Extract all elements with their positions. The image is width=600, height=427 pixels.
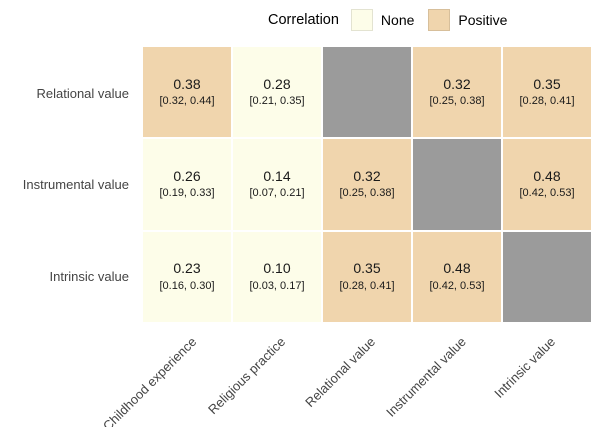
cell-ci: [0.42, 0.53] [519, 187, 575, 200]
cell-ci: [0.07, 0.21] [249, 187, 305, 200]
cell-ci: [0.28, 0.41] [519, 95, 575, 108]
cell-value: 0.23 [173, 260, 201, 277]
cell-value: 0.32 [443, 75, 471, 92]
cell-value: 0.14 [263, 167, 291, 184]
column-label-relational-value: Relational value [302, 334, 379, 411]
cell-ci: [0.16, 0.30] [159, 279, 215, 292]
legend-swatch-positive [428, 9, 451, 31]
heatmap-grid: 0.38 [0.32, 0.44] 0.28 [0.21, 0.35] 0.32… [143, 47, 591, 322]
cell-ci: [0.25, 0.38] [339, 187, 395, 200]
column-label-childhood-experience: Childhood experience [100, 334, 200, 427]
heatmap-cell: 0.35 [0.28, 0.41] [503, 47, 591, 138]
cell-ci: [0.28, 0.41] [339, 279, 395, 292]
heatmap-cell: 0.35 [0.28, 0.41] [323, 231, 411, 322]
row-label-instrumental-value: Instrumental value [22, 177, 129, 192]
heatmap-cell: 0.32 [0.25, 0.38] [323, 139, 411, 230]
heatmap-cell-diagonal [323, 47, 411, 138]
column-label-religious-practice: Religious practice [205, 334, 289, 418]
cell-value: 0.38 [173, 75, 201, 92]
cell-value: 0.48 [533, 167, 561, 184]
cell-value: 0.48 [443, 260, 471, 277]
cell-ci: [0.03, 0.17] [249, 279, 305, 292]
heatmap-cell-diagonal [413, 139, 501, 230]
heatmap-cell: 0.23 [0.16, 0.30] [143, 231, 231, 322]
column-label-instrumental-value: Instrumental value [382, 334, 469, 420]
heatmap-cell: 0.32 [0.25, 0.38] [413, 47, 501, 138]
cell-ci: [0.25, 0.38] [429, 95, 485, 108]
cell-value: 0.26 [173, 167, 201, 184]
legend-label-positive: Positive [458, 12, 508, 28]
cell-value: 0.10 [263, 260, 291, 277]
legend: Correlation None Positive [268, 8, 521, 32]
heatmap-cell: 0.14 [0.07, 0.21] [233, 139, 321, 230]
heatmap-cell: 0.48 [0.42, 0.53] [503, 139, 591, 230]
cell-value: 0.35 [533, 75, 561, 92]
legend-title: Correlation [268, 12, 339, 28]
heatmap-cell-diagonal [503, 231, 591, 322]
heatmap-cell: 0.10 [0.03, 0.17] [233, 231, 321, 322]
heatmap-cell: 0.28 [0.21, 0.35] [233, 47, 321, 138]
heatmap-cell: 0.48 [0.42, 0.53] [413, 231, 501, 322]
cell-ci: [0.32, 0.44] [159, 95, 215, 108]
cell-ci: [0.19, 0.33] [159, 187, 215, 200]
legend-label-none: None [380, 12, 415, 28]
cell-value: 0.35 [353, 260, 381, 277]
row-label-relational-value: Relational value [36, 85, 129, 101]
row-label-intrinsic-value: Intrinsic value [49, 268, 129, 284]
heatmap-cell: 0.38 [0.32, 0.44] [143, 47, 231, 138]
cell-value: 0.28 [263, 75, 291, 92]
cell-value: 0.32 [353, 167, 381, 184]
column-label-intrinsic-value: Intrinsic value [490, 334, 558, 401]
legend-swatch-none [350, 9, 373, 31]
heatmap-cell: 0.26 [0.19, 0.33] [143, 139, 231, 230]
cell-ci: [0.42, 0.53] [429, 279, 485, 292]
cell-ci: [0.21, 0.35] [249, 95, 305, 108]
